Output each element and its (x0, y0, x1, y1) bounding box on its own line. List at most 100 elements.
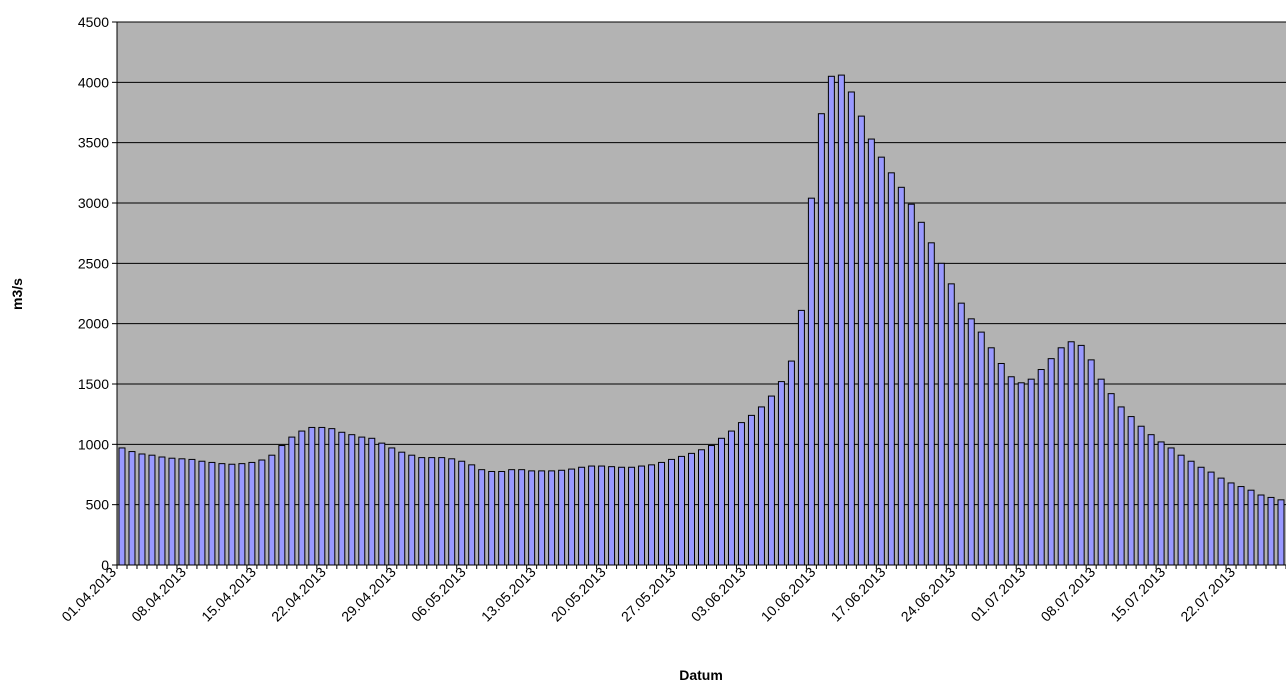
bar (1007, 376, 1015, 566)
bar (1197, 466, 1205, 566)
bar (548, 470, 556, 566)
bar (1067, 341, 1075, 566)
x-tick-label: 20.05.2013 (548, 564, 609, 625)
bar (907, 203, 915, 566)
bar (1157, 441, 1165, 566)
bar (648, 464, 656, 566)
bar (598, 465, 606, 566)
bar (957, 302, 965, 566)
bar (977, 331, 985, 566)
bar (618, 466, 626, 566)
bar (658, 461, 666, 566)
bar (178, 458, 186, 566)
bar (897, 186, 905, 566)
x-tick-label: 24.06.2013 (898, 564, 959, 625)
bar (1077, 344, 1085, 566)
bar (568, 468, 576, 566)
bar (1217, 477, 1225, 566)
bar (1227, 482, 1235, 566)
x-tick-label: 17.06.2013 (828, 564, 889, 625)
bar (967, 318, 975, 566)
x-tick-label: 10.06.2013 (758, 564, 819, 625)
bar (747, 414, 755, 566)
bar (817, 113, 825, 566)
bar (318, 426, 326, 566)
bar (158, 456, 166, 566)
bar (188, 458, 196, 566)
x-tick-label: 15.07.2013 (1107, 564, 1168, 625)
x-axis-title: Datum (679, 667, 723, 683)
bar (1257, 494, 1265, 566)
bar (937, 262, 945, 566)
bar (528, 470, 536, 566)
bar (298, 430, 306, 566)
y-tick-label: 4500 (78, 14, 109, 30)
bar (1097, 378, 1105, 566)
bar (128, 451, 136, 566)
bar (168, 457, 176, 566)
bar (268, 454, 276, 566)
bar (737, 422, 745, 566)
bar (478, 469, 486, 566)
bar (338, 431, 346, 566)
x-tick-label: 22.04.2013 (268, 564, 329, 625)
bar (887, 172, 895, 566)
bar (398, 451, 406, 566)
bar (717, 437, 725, 566)
x-tick-label: 01.04.2013 (58, 564, 119, 625)
bar (578, 466, 586, 566)
axes (116, 22, 1286, 566)
bar (1167, 447, 1175, 566)
bar (997, 362, 1005, 566)
bar (688, 452, 696, 566)
bar (408, 454, 416, 566)
bar (1187, 460, 1195, 566)
bar (837, 74, 845, 566)
y-tick-label: 1000 (78, 436, 109, 452)
bar (438, 457, 446, 566)
bar (538, 470, 546, 566)
bar (1117, 406, 1125, 566)
bar (1107, 393, 1115, 566)
bar (857, 115, 865, 566)
bar (218, 463, 226, 566)
y-tick-label: 0 (101, 557, 109, 573)
bar (1207, 471, 1215, 566)
x-tick-label: 08.07.2013 (1037, 564, 1098, 625)
bar (847, 91, 855, 566)
bar (877, 156, 885, 566)
bar (468, 464, 476, 566)
x-tick-label: 01.07.2013 (967, 564, 1028, 625)
x-tick-label: 03.06.2013 (688, 564, 749, 625)
x-tick-label: 22.07.2013 (1177, 564, 1238, 625)
bar (288, 436, 296, 566)
bar (807, 197, 815, 566)
y-tick-label: 3500 (78, 135, 109, 151)
x-tick-label: 08.04.2013 (128, 564, 189, 625)
bar (678, 455, 686, 566)
bar (767, 395, 775, 566)
bar (1127, 416, 1135, 566)
y-tick-label: 4000 (78, 74, 109, 90)
y-tick-label: 1500 (78, 376, 109, 392)
bar (867, 138, 875, 566)
bar (208, 461, 216, 566)
bar (278, 445, 286, 566)
bar (428, 457, 436, 566)
bar (698, 449, 705, 566)
x-tick-label: 13.05.2013 (478, 564, 539, 625)
bar (1047, 358, 1055, 566)
y-ticks: 0 500 1000 1500 2000 2500 3000 3500 4000 4500 (78, 14, 117, 573)
bar (138, 453, 146, 566)
bar (518, 469, 526, 566)
bar (328, 428, 336, 566)
bar (378, 442, 386, 566)
y-tick-label: 2000 (78, 316, 109, 332)
bar (1237, 486, 1245, 566)
x-tick-label: 15.04.2013 (198, 564, 259, 625)
bar (1087, 359, 1095, 566)
x-tick-label: 29.04.2013 (338, 564, 399, 625)
y-axis-title: m3/s (9, 278, 25, 310)
bar (368, 437, 376, 566)
bar (1037, 369, 1045, 566)
